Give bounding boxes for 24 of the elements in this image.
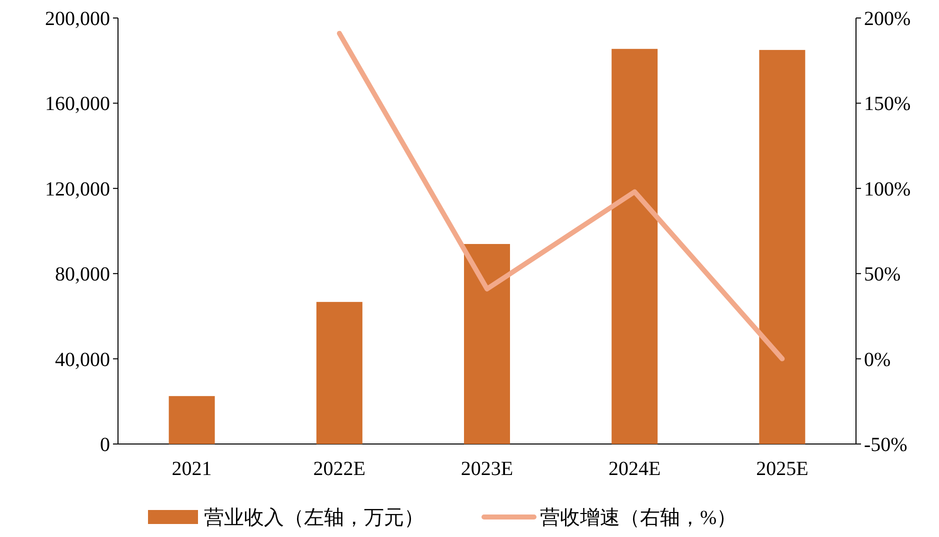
y2-tick-label: 0%: [864, 348, 891, 371]
y2-tick-label: 200%: [864, 8, 911, 30]
x-tick-label: 2022E: [313, 458, 366, 480]
bar: [612, 48, 658, 444]
y-tick-label: 120,000: [45, 178, 110, 200]
y-tick-label: 40,000: [55, 348, 110, 371]
x-tick-label: 2025E: [756, 458, 808, 480]
y2-tick-label: -50%: [864, 434, 908, 456]
bar: [316, 302, 362, 444]
legend-label: 营业收入（左轴，万元）: [204, 507, 424, 529]
y-tick-label: 80,000: [55, 264, 110, 286]
y-tick-label: 200,000: [45, 8, 110, 30]
y2-tick-label: 50%: [864, 264, 901, 286]
y2-tick-label: 150%: [864, 93, 911, 116]
x-tick-label: 2024E: [608, 458, 661, 480]
y-tick-label: 0: [100, 434, 110, 456]
y-tick-label: 160,000: [45, 93, 110, 116]
x-tick-label: 2023E: [460, 458, 514, 480]
bar: [464, 244, 510, 444]
bar: [168, 396, 215, 444]
legend-label: 营收增速（右轴，%）: [540, 507, 737, 529]
y2-tick-label: 100%: [864, 178, 911, 200]
bar: [759, 50, 806, 444]
x-tick-label: 2021: [172, 458, 212, 480]
